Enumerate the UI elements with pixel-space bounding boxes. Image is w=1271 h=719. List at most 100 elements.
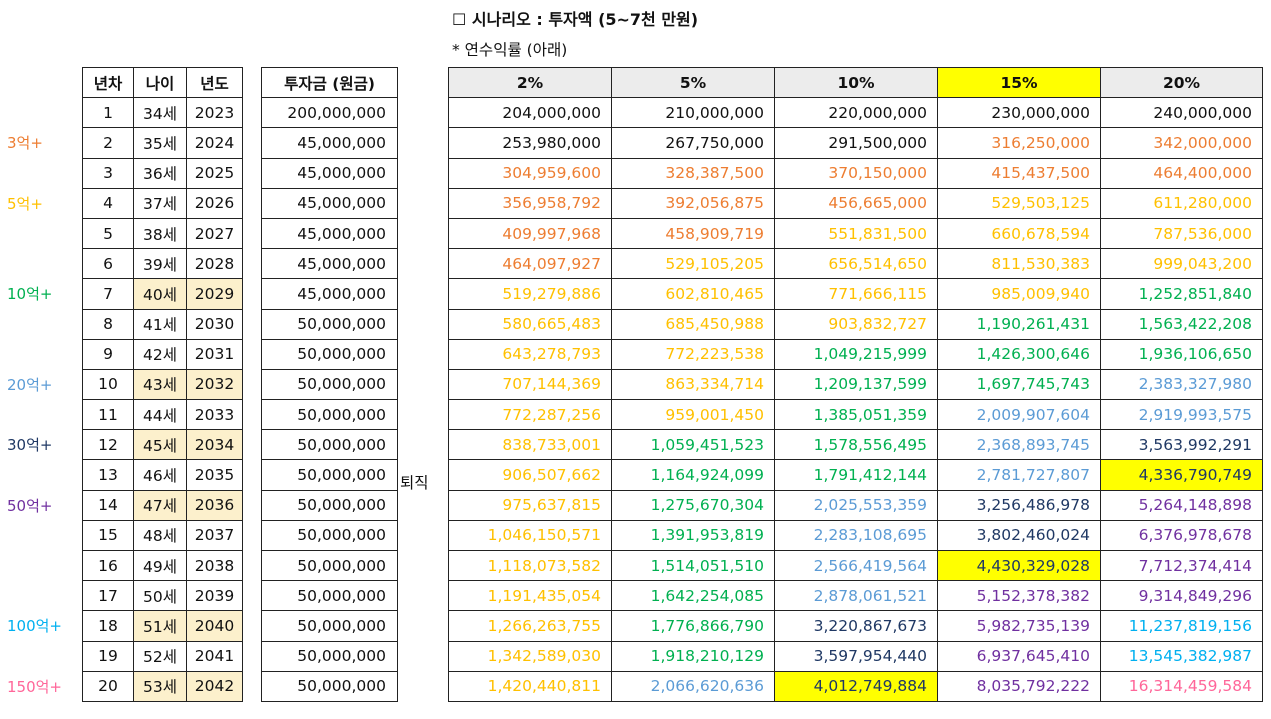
balance-cell: 9,314,849,296 [1100, 580, 1263, 612]
year-cell: 2031 [186, 338, 243, 370]
age-cell: 36세 [133, 157, 187, 189]
balance-cell: 772,223,538 [611, 338, 775, 370]
year-cell: 2035 [186, 459, 243, 491]
balance-cell: 1,049,215,999 [774, 338, 938, 370]
principal-cell: 45,000,000 [261, 127, 398, 159]
year-row: 5 38세 2027 [82, 217, 243, 250]
returns-row: 1,046,150,571 1,391,953,819 2,283,108,695 3… [448, 519, 1263, 552]
age-cell: 48세 [133, 519, 187, 552]
year-cell: 2034 [186, 429, 243, 461]
balance-cell: 3,563,992,291 [1100, 429, 1263, 461]
year-index-cell: 19 [82, 640, 134, 672]
principal-cell: 45,000,000 [261, 187, 398, 219]
balance-cell: 787,536,000 [1100, 217, 1263, 250]
milestone-label: 10억+ [7, 285, 53, 304]
year-row: 14 47세 2036 [82, 489, 243, 521]
year-index-cell: 6 [82, 248, 134, 280]
year-cell: 2026 [186, 187, 243, 219]
balance-cell: 1,420,440,811 [448, 670, 612, 702]
sheet-subtitle: * 연수익률 (아래) [452, 41, 568, 59]
year-index-cell: 14 [82, 489, 134, 521]
milestone-label: 3억+ [7, 134, 43, 153]
balance-cell: 903,832,727 [774, 308, 938, 340]
balance-cell: 3,802,460,024 [937, 519, 1101, 552]
balance-cell: 304,959,600 [448, 157, 612, 189]
age-cell: 49세 [133, 549, 187, 582]
principal-cell: 50,000,000 [261, 308, 398, 340]
balance-cell: 2,383,327,980 [1100, 368, 1263, 401]
balance-cell: 6,937,645,410 [937, 640, 1101, 672]
balance-cell: 660,678,594 [937, 217, 1101, 250]
returns-row: 1,191,435,054 1,642,254,085 2,878,061,521 5… [448, 580, 1263, 612]
principal-table: 투자금 (원금) 200,000,000 45,000,000 45,000,000… [261, 66, 398, 702]
age-cell: 53세 [133, 670, 187, 702]
year-index-cell: 3 [82, 157, 134, 189]
principal-cell: 50,000,000 [261, 399, 398, 431]
year-row: 4 37세 2026 [82, 187, 243, 219]
age-cell: 34세 [133, 97, 187, 129]
balance-cell: 6,376,978,678 [1100, 519, 1263, 552]
returns-row: 707,144,369 863,334,714 1,209,137,599 1,697… [448, 368, 1263, 401]
balance-cell: 707,144,369 [448, 368, 612, 401]
year-cell: 2040 [186, 610, 243, 642]
year-cell: 2037 [186, 519, 243, 552]
balance-cell: 4,430,329,028 [937, 549, 1101, 582]
principal-cell: 50,000,000 [261, 368, 398, 401]
balance-cell: 685,450,988 [611, 308, 775, 340]
age-cell: 41세 [133, 308, 187, 340]
age-cell: 50세 [133, 580, 187, 612]
balance-cell: 2,025,553,359 [774, 489, 938, 521]
year-index-cell: 7 [82, 278, 134, 310]
returns-row: 356,958,792 392,056,875 456,665,000 529,503… [448, 187, 1263, 219]
year-cell: 2028 [186, 248, 243, 280]
age-cell: 42세 [133, 338, 187, 370]
year-cell: 2025 [186, 157, 243, 189]
year-index-cell: 5 [82, 217, 134, 250]
balance-cell: 863,334,714 [611, 368, 775, 401]
balance-cell: 2,878,061,521 [774, 580, 938, 612]
returns-row: 580,665,483 685,450,988 903,832,727 1,190,2… [448, 308, 1263, 340]
year-cell: 2030 [186, 308, 243, 340]
balance-cell: 611,280,000 [1100, 187, 1263, 219]
balance-cell: 2,781,727,807 [937, 459, 1101, 491]
returns-row: 1,118,073,582 1,514,051,510 2,566,419,564 4… [448, 549, 1263, 582]
balance-cell: 1,563,422,208 [1100, 308, 1263, 340]
balance-cell: 370,150,000 [774, 157, 938, 189]
returns-row: 519,279,886 602,810,465 771,666,115 985,009… [448, 278, 1263, 310]
year-row: 8 41세 2030 [82, 308, 243, 340]
milestone-labels: 3억+ 5억+ 10억+ 20억+ 30억+ 50억+ 100억+ 150억+ [0, 0, 80, 719]
balance-cell: 3,256,486,978 [937, 489, 1101, 521]
year-index-cell: 17 [82, 580, 134, 612]
balance-cell: 204,000,000 [448, 97, 612, 129]
balance-cell: 415,437,500 [937, 157, 1101, 189]
year-index-cell: 1 [82, 97, 134, 129]
balance-cell: 4,336,790,749 [1100, 459, 1263, 491]
balance-cell: 7,712,374,414 [1100, 549, 1263, 582]
year-index-cell: 8 [82, 308, 134, 340]
balance-cell: 2,009,907,604 [937, 399, 1101, 431]
principal-row: 50,000,000 [261, 338, 398, 370]
balance-cell: 1,776,866,790 [611, 610, 775, 642]
balance-cell: 1,118,073,582 [448, 549, 612, 582]
year-index-cell: 2 [82, 127, 134, 159]
balance-cell: 8,035,792,222 [937, 670, 1101, 702]
balance-cell: 392,056,875 [611, 187, 775, 219]
principal-cell: 45,000,000 [261, 248, 398, 280]
balance-cell: 1,791,412,144 [774, 459, 938, 491]
balance-cell: 316,250,000 [937, 127, 1101, 159]
balance-cell: 771,666,115 [774, 278, 938, 310]
principal-header: 투자금 (원금) [261, 66, 398, 99]
milestone-label: 50억+ [7, 496, 53, 515]
principal-row: 50,000,000 [261, 670, 398, 702]
balance-cell: 5,982,735,139 [937, 610, 1101, 642]
balance-cell: 838,733,001 [448, 429, 612, 461]
balance-cell: 643,278,793 [448, 338, 612, 370]
returns-row: 253,980,000 267,750,000 291,500,000 316,250… [448, 127, 1263, 159]
age-cell: 37세 [133, 187, 187, 219]
returns-row: 643,278,793 772,223,538 1,049,215,999 1,426… [448, 338, 1263, 370]
balance-cell: 328,387,500 [611, 157, 775, 189]
rate-header: 10% [774, 66, 938, 99]
principal-row: 50,000,000 [261, 368, 398, 401]
year-index-cell: 18 [82, 610, 134, 642]
balance-cell: 210,000,000 [611, 97, 775, 129]
